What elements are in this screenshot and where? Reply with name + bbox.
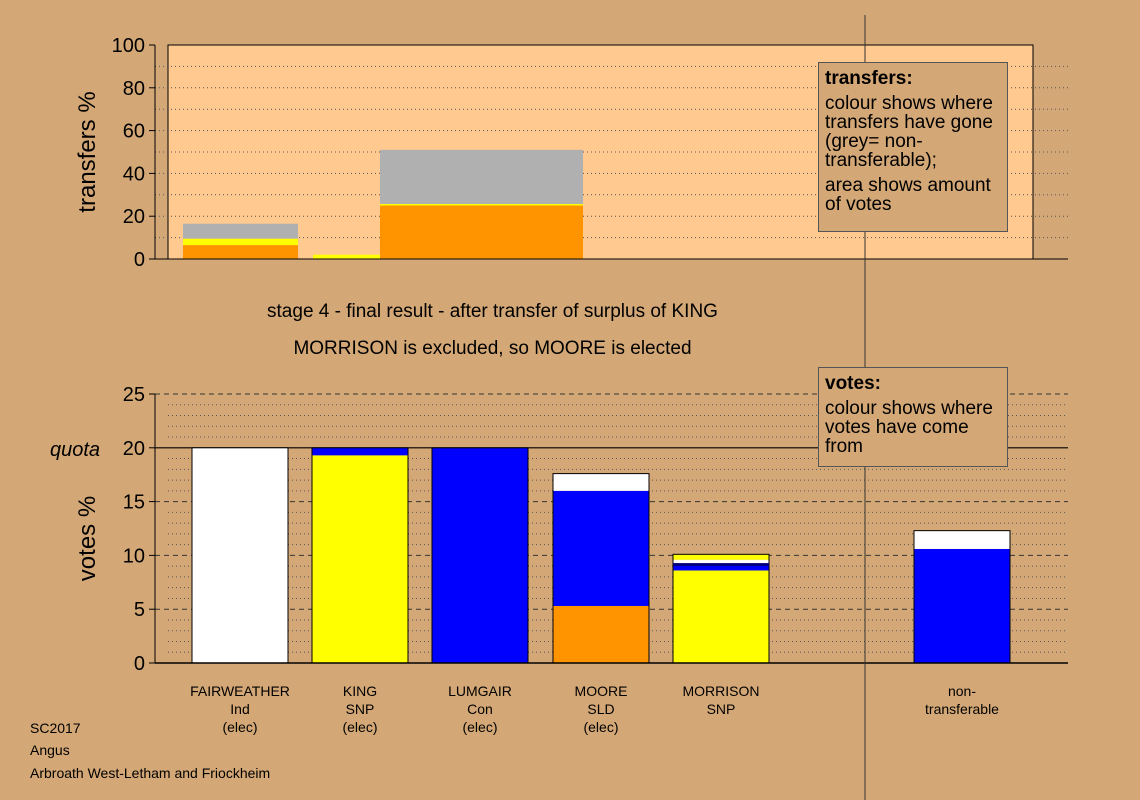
top-y-tick-label: 60: [123, 121, 145, 143]
bottom-y-tick-label: 10: [123, 545, 145, 567]
bottom-bar-segment: [432, 447, 528, 663]
footer-line1: SC2017: [30, 720, 81, 736]
top-bar-segment: [183, 245, 298, 259]
bottom-bar-segment: [553, 490, 649, 606]
transfers-legend-text2: area shows amount of votes: [825, 175, 991, 215]
bottom-y-tick-label: 25: [123, 384, 145, 406]
bottom-bar-segment: [673, 565, 769, 571]
bottom-bar-segment: [553, 473, 649, 491]
bottom-y-tick-label: 5: [134, 599, 145, 621]
bottom-bar-segment: [914, 548, 1010, 663]
category-label: (elec): [583, 719, 618, 735]
bottom-y-tick-label: 15: [123, 492, 145, 514]
top-y-tick-label: 20: [123, 206, 145, 228]
category-label: Ind: [230, 701, 249, 717]
category-label: KING: [343, 683, 377, 699]
category-label: LUMGAIR: [448, 683, 512, 699]
category-label: SNP: [346, 701, 375, 717]
top-bar-segment: [380, 204, 583, 206]
top-y-tick-label: 40: [123, 163, 145, 185]
category-label: (elec): [342, 719, 377, 735]
votes-legend-text1: colour shows where votes have come from: [825, 398, 993, 457]
category-label: (elec): [222, 719, 257, 735]
quota-label: quota: [50, 439, 100, 461]
category-label: non-: [948, 683, 976, 699]
category-label: transferable: [925, 701, 999, 717]
category-label: Con: [467, 701, 493, 717]
bottom-y-tick-label: 0: [134, 653, 145, 675]
top-y-axis-label: transfers %: [74, 91, 101, 212]
top-bar-segment: [183, 238, 298, 246]
votes-legend: votes: colour shows where votes have com…: [818, 367, 1008, 467]
bottom-bar-segment: [914, 530, 1010, 549]
bottom-bar-segment: [673, 554, 769, 560]
category-label: SNP: [707, 701, 736, 717]
bottom-bar-segment: [553, 605, 649, 663]
bottom-bar-segment: [673, 559, 769, 566]
top-bar-segment: [380, 205, 583, 259]
bottom-bar-segment: [312, 455, 408, 663]
top-y-tick-label: 80: [123, 78, 145, 100]
category-label: SLD: [587, 701, 614, 717]
bottom-bar-segment: [312, 447, 408, 456]
transfers-legend-text1: colour shows where transfers have gone (…: [825, 93, 993, 171]
stage-subtitle: stage 4 - final result - after transfer …: [267, 301, 718, 322]
category-label: (elec): [462, 719, 497, 735]
bottom-y-tick-label: 20: [123, 438, 145, 460]
votes-legend-title: votes:: [825, 373, 881, 394]
transfers-legend: transfers: colour shows where transfers …: [818, 62, 1008, 232]
top-bar-segment: [183, 223, 298, 239]
morrison-dark-stripe: [673, 563, 769, 567]
category-label: MORRISON: [683, 683, 760, 699]
category-label: MOORE: [575, 683, 628, 699]
result-subtitle: MORRISON is excluded, so MOORE is electe…: [293, 338, 692, 359]
footer-line2: Angus: [30, 742, 70, 758]
bottom-bar-segment: [192, 447, 288, 663]
bottom-bar-segment: [673, 570, 769, 663]
top-y-tick-label: 100: [112, 35, 145, 57]
bottom-y-axis-label: votes %: [74, 496, 101, 581]
transfers-legend-title: transfers:: [825, 68, 913, 89]
category-label: FAIRWEATHER: [190, 683, 290, 699]
top-y-tick-label: 0: [134, 249, 145, 271]
top-bar-segment: [380, 149, 583, 205]
footer-line3: Arbroath West-Letham and Friockheim: [30, 765, 271, 781]
